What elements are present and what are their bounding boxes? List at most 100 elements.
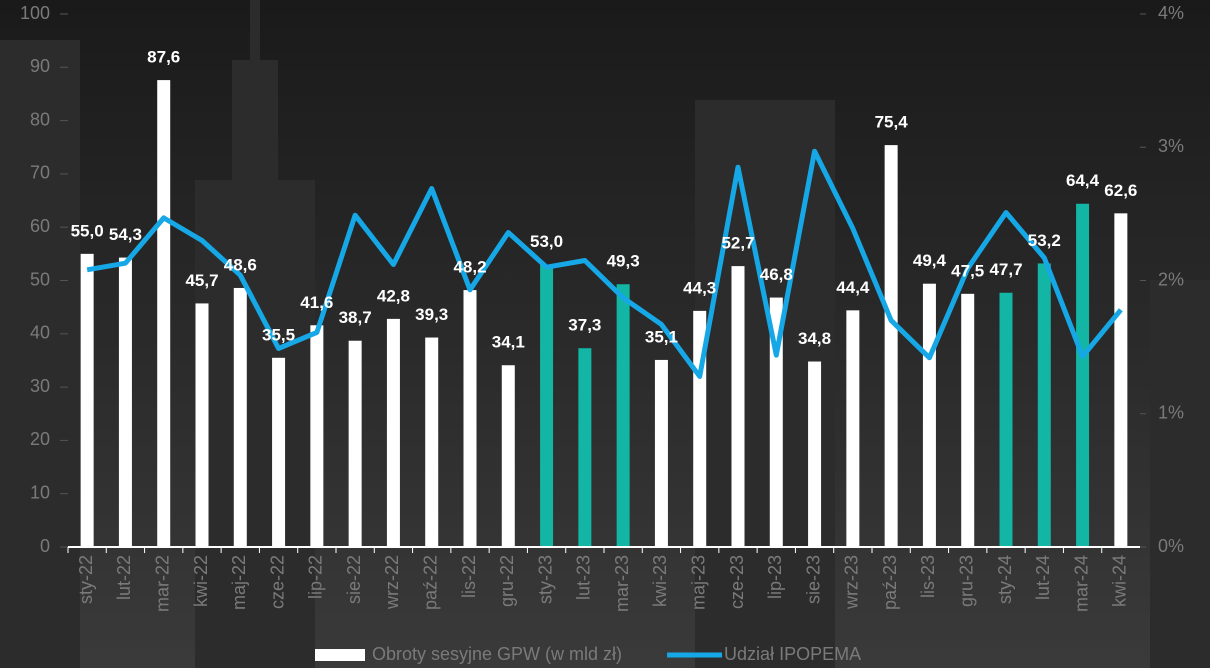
value-label: 87,6 [147, 48, 180, 67]
bar [80, 253, 94, 547]
x-tick-label: lut-24 [1033, 555, 1053, 600]
bar [463, 290, 477, 547]
x-tick-label: sty-24 [995, 555, 1015, 604]
bar [157, 80, 171, 547]
bar [540, 264, 554, 547]
y2-tick-label: 0% [1158, 536, 1184, 556]
value-label: 41,6 [300, 293, 333, 312]
x-tick-label: paź-23 [880, 555, 900, 610]
value-label: 44,4 [836, 278, 870, 297]
x-tick-label: maj-23 [688, 555, 708, 610]
bar [233, 287, 247, 547]
value-label: 42,8 [377, 286, 410, 305]
bar [501, 365, 515, 547]
bar [1114, 213, 1128, 548]
x-tick-label: mar-22 [152, 555, 172, 612]
x-tick-label: paź-22 [420, 555, 440, 610]
x-tick-label: lip-22 [306, 555, 326, 599]
y-tick-label: 0 [40, 536, 50, 556]
value-label: 55,0 [71, 221, 104, 240]
y-tick-label: 50 [30, 269, 50, 289]
value-label: 45,7 [185, 271, 218, 290]
line [86, 148, 1123, 379]
x-tick-label: kwi-23 [650, 555, 670, 607]
bar [310, 325, 324, 547]
x-tick-label: sty-22 [76, 555, 96, 604]
value-label: 46,8 [760, 265, 793, 284]
value-label: 49,3 [607, 252, 640, 271]
x-tick-label: wrz-23 [842, 555, 862, 610]
x-tick-label: kwi-22 [191, 555, 211, 607]
value-label: 75,4 [875, 113, 909, 132]
bar [884, 145, 898, 548]
bar [386, 318, 400, 547]
value-label: 35,1 [645, 327, 678, 346]
y2-tick-label: 3% [1158, 136, 1184, 156]
bar [1076, 203, 1090, 548]
x-tick-label: gru-23 [956, 555, 976, 607]
value-label: 35,5 [262, 325, 295, 344]
value-label: 47,7 [989, 260, 1022, 279]
value-label: 54,3 [109, 225, 142, 244]
x-tick-label: sie-23 [803, 555, 823, 604]
bar [425, 337, 439, 547]
bar [616, 284, 630, 547]
value-label: 44,3 [683, 278, 716, 297]
x-tick-label: maj-22 [229, 555, 249, 610]
bar [846, 310, 860, 547]
bar [922, 283, 936, 547]
x-tick-label: lis-23 [918, 555, 938, 598]
bar [961, 293, 975, 547]
bar [731, 266, 745, 547]
y-tick-label: 100 [20, 3, 50, 23]
value-label: 34,1 [492, 333, 525, 352]
bar [578, 348, 592, 547]
y-tick-label: 60 [30, 216, 50, 236]
bar [808, 361, 822, 547]
y-tick-label: 90 [30, 56, 50, 76]
y2-tick-label: 2% [1158, 269, 1184, 289]
x-tick-label: sie-22 [344, 555, 364, 604]
value-label: 37,3 [568, 316, 601, 335]
value-label: 39,3 [415, 305, 448, 324]
value-label: 53,0 [530, 232, 563, 251]
value-label: 48,2 [453, 258, 486, 277]
value-label: 64,4 [1066, 171, 1100, 190]
value-label: 48,6 [224, 255, 257, 274]
x-tick-label: lut-23 [574, 555, 594, 600]
value-label: 34,8 [798, 329, 831, 348]
x-tick-label: lip-23 [765, 555, 785, 599]
value-label: 38,7 [339, 308, 372, 327]
y-tick-label: 80 [30, 109, 50, 129]
bar [1037, 263, 1051, 547]
x-tick-label: cze-23 [727, 555, 747, 609]
bar [769, 297, 783, 547]
y-tick-label: 10 [30, 482, 50, 502]
x-tick-label: kwi-24 [1110, 555, 1130, 607]
value-label: 53,2 [1028, 231, 1061, 250]
bar [999, 292, 1013, 547]
x-tick-label: lut-22 [114, 555, 134, 600]
x-tick-label: gru-22 [497, 555, 517, 607]
x-tick-label: cze-22 [267, 555, 287, 609]
y2-tick-label: 1% [1158, 403, 1184, 423]
legend-label: Udział IPOPEMA [724, 644, 861, 664]
x-tick-label: wrz-22 [382, 555, 402, 610]
x-tick-label: sty-23 [535, 555, 555, 604]
y-tick-label: 30 [30, 376, 50, 396]
value-label: 52,7 [721, 234, 754, 253]
bar [348, 340, 362, 547]
bar [654, 359, 668, 547]
y-tick-label: 40 [30, 323, 50, 343]
bar [195, 303, 209, 547]
value-label: 49,4 [913, 251, 947, 270]
x-tick-label: mar-24 [1071, 555, 1091, 612]
value-label: 47,5 [951, 261, 984, 280]
x-tick-label: mar-23 [612, 555, 632, 612]
value-label: 62,6 [1104, 181, 1137, 200]
y2-tick-label: 4% [1158, 3, 1184, 23]
bar [272, 357, 286, 547]
